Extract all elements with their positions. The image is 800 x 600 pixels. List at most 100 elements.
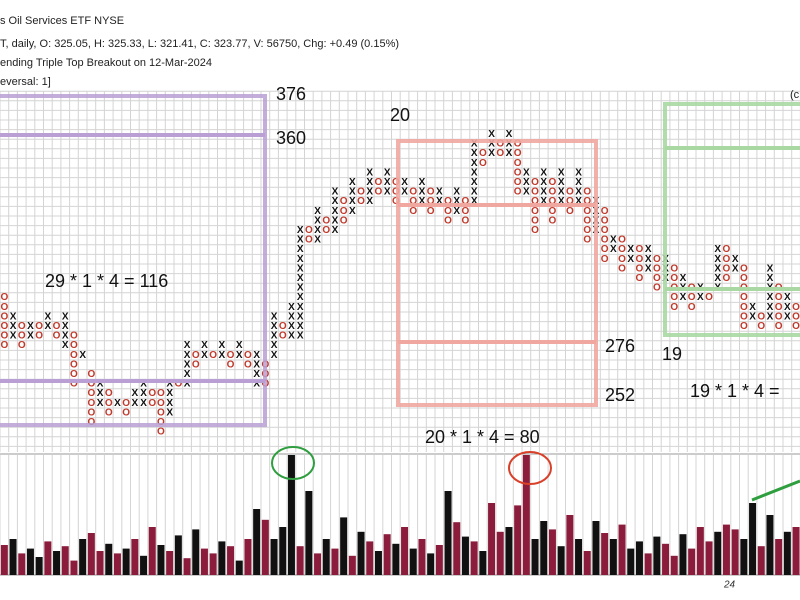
pnf-column: OO: [122, 398, 130, 419]
volume-bar: [461, 536, 469, 575]
pnf-box: O: [566, 187, 574, 198]
pnf-column: OO: [757, 311, 765, 332]
pnf-box: O: [531, 187, 539, 198]
pnf-box: X: [27, 321, 34, 332]
pnf-box: O: [740, 273, 748, 284]
pnf-column: XXX: [140, 379, 147, 409]
pnf-column: OOO: [409, 187, 417, 217]
pnf-box: X: [297, 254, 304, 265]
pnf-column: OO: [227, 350, 235, 371]
pnf-box: X: [471, 139, 478, 150]
pnf-box: O: [340, 196, 348, 207]
pnf-box: O: [636, 273, 644, 284]
pnf-box: O: [148, 388, 156, 399]
pnf-box: X: [297, 235, 304, 246]
pnf-box: O: [462, 206, 470, 217]
pnf-box: X: [645, 263, 652, 274]
volume-bar: [96, 551, 104, 575]
volume-bar: [140, 555, 148, 575]
pnf-box: X: [627, 254, 634, 265]
pnf-box: X: [488, 139, 495, 150]
volume-bar: [348, 555, 356, 575]
pnf-box: X: [314, 235, 321, 246]
pnf-box: O: [496, 139, 504, 150]
pnf-box: X: [62, 331, 69, 342]
pnf-box: X: [558, 177, 565, 188]
volume-bar: [209, 553, 217, 575]
pnf-box: X: [767, 292, 774, 303]
pnf-box: X: [97, 379, 104, 390]
pnf-box: O: [0, 292, 8, 303]
annotation: 29 * 1 * 4 = 116: [45, 271, 168, 291]
pnf-box: X: [436, 187, 443, 198]
pnf-box: X: [184, 350, 191, 361]
pnf-box: X: [62, 311, 69, 322]
pnf-box: O: [18, 340, 26, 351]
pnf-box: X: [540, 167, 547, 178]
pnf-box: X: [784, 302, 791, 313]
volume-bar: [766, 515, 774, 575]
pnf-box: O: [531, 225, 539, 236]
volume-bar: [488, 503, 496, 575]
pnf-box: X: [114, 398, 121, 409]
pnf-box: O: [227, 350, 235, 361]
volume-bar: [783, 531, 791, 575]
pnf-box: X: [219, 350, 226, 361]
volume-bar: [244, 539, 252, 575]
pnf-box: X: [297, 283, 304, 294]
volume-bar: [653, 536, 661, 575]
pnf-box: O: [0, 331, 8, 342]
pnf-box: X: [45, 321, 52, 332]
pnf-box: O: [35, 331, 43, 342]
volume-bar: [105, 543, 113, 575]
pnf-box: O: [618, 244, 626, 255]
pnf-box: X: [132, 388, 139, 399]
pnf-box: X: [575, 167, 582, 178]
pnf-box: X: [27, 331, 34, 342]
pnf-box: X: [297, 225, 304, 236]
pnf-box: X: [767, 311, 774, 322]
volume-bar: [183, 558, 191, 575]
pnf-column: XXX: [488, 129, 495, 159]
pnf-box: O: [601, 254, 609, 265]
pnf-box: X: [471, 187, 478, 198]
pnf-box: O: [636, 254, 644, 265]
pnf-box: O: [531, 206, 539, 217]
volume-bar: [131, 539, 139, 575]
pnf-box: X: [349, 206, 356, 217]
pnf-box: X: [288, 302, 295, 313]
pnf-box: O: [409, 187, 417, 198]
pnf-box: O: [279, 331, 287, 342]
pnf-box: X: [453, 206, 460, 217]
pnf-box: O: [87, 398, 95, 409]
volume-bar: [314, 553, 322, 575]
volume-bar: [18, 553, 26, 575]
pnf-column: XXX: [419, 177, 426, 207]
pnf-box: X: [540, 177, 547, 188]
volume-bar: [261, 519, 269, 575]
pnf-box: X: [471, 158, 478, 169]
volume-bar: [662, 543, 670, 575]
volume-bar: [531, 539, 539, 575]
pnf-box: O: [723, 273, 731, 284]
pnf-column: OOO: [105, 388, 113, 418]
pnf-box: O: [583, 235, 591, 246]
pnf-box: O: [549, 206, 557, 217]
pnf-box: O: [70, 379, 78, 390]
volume-bar: [557, 546, 565, 575]
volume-bar: [635, 541, 643, 575]
pnf-box: X: [236, 340, 243, 351]
red-box: [396, 139, 598, 407]
pnf-box: O: [583, 215, 591, 226]
volume-bar: [540, 521, 548, 575]
volume-bar: [270, 539, 278, 575]
pnf-box: O: [122, 398, 130, 409]
pnf-box: O: [35, 321, 43, 332]
pnf-box: X: [610, 244, 617, 255]
pnf-box: O: [775, 302, 783, 313]
pnf-box: X: [10, 331, 17, 342]
pnf-box: O: [53, 331, 61, 342]
